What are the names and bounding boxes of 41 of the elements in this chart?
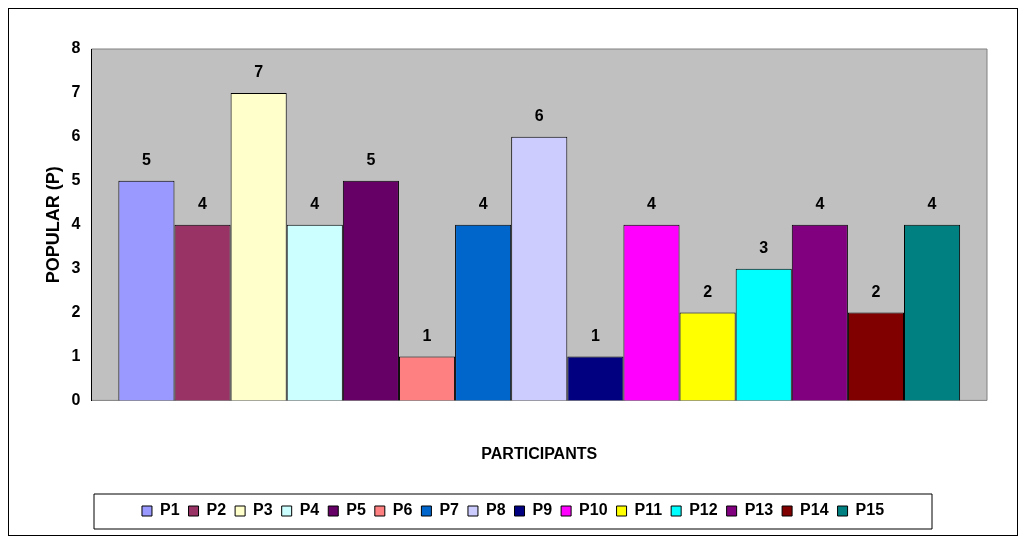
data-label: 2: [871, 282, 881, 300]
data-label: 4: [815, 195, 825, 213]
y-tick-label: 2: [71, 302, 81, 320]
data-label: 4: [198, 195, 208, 213]
data-label: 3: [759, 239, 769, 257]
legend-label: P12: [689, 501, 718, 519]
legend-label: P6: [392, 501, 413, 519]
legend-label: P11: [634, 501, 663, 519]
y-tick-label: 0: [71, 390, 81, 408]
legend-label: P7: [439, 501, 460, 519]
legend-label: P2: [206, 501, 227, 519]
y-tick-label: 7: [71, 83, 81, 101]
data-label: 6: [534, 107, 544, 125]
legend-label: P15: [855, 501, 885, 519]
legend-label: P13: [744, 501, 774, 519]
legend-label: P5: [346, 501, 366, 519]
legend-label: P14: [800, 501, 829, 519]
data-label: 5: [141, 151, 151, 169]
legend-label: P3: [253, 501, 273, 519]
legend-label: P4: [299, 501, 320, 519]
legend-label: P10: [579, 501, 608, 519]
y-tick-label: 5: [71, 171, 81, 189]
data-label: 4: [310, 195, 320, 213]
data-label: 4: [478, 195, 488, 213]
legend-label: P1: [159, 501, 180, 519]
y-tick-label: 4: [71, 215, 81, 233]
y-tick-label: 3: [71, 259, 81, 277]
x-axis-title: PARTICIPANTS: [481, 444, 598, 462]
data-label: 1: [422, 326, 432, 344]
data-label: 5: [366, 151, 376, 169]
data-label: 2: [703, 282, 713, 300]
y-tick-label: 8: [71, 39, 81, 57]
data-label: 4: [647, 195, 657, 213]
y-tick-label: 1: [71, 346, 81, 364]
data-label: 4: [927, 195, 937, 213]
legend-label: P9: [532, 501, 553, 519]
data-label: 1: [590, 326, 600, 344]
data-label: 7: [254, 63, 264, 81]
y-axis-title: POPULAR (P): [42, 166, 63, 284]
y-tick-label: 6: [71, 127, 81, 145]
legend-label: P8: [485, 501, 506, 519]
